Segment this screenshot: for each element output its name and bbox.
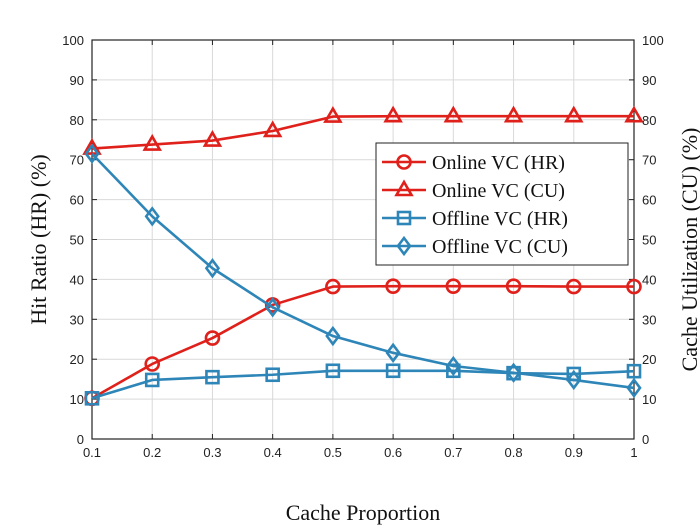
data-point bbox=[82, 137, 102, 155]
legend-item: Offline VC (HR) bbox=[382, 208, 568, 230]
plot-frame bbox=[91, 39, 635, 440]
data-point bbox=[566, 369, 582, 391]
y-tick-label: 60 bbox=[70, 193, 84, 208]
data-point bbox=[323, 106, 343, 123]
data-point bbox=[325, 325, 341, 347]
y2-tick-label: 20 bbox=[642, 352, 656, 367]
legend-label: Online VC (HR) bbox=[432, 152, 565, 174]
y2-tick-label: 90 bbox=[642, 73, 656, 88]
data-point bbox=[565, 278, 582, 295]
data-point bbox=[385, 363, 401, 379]
data-point bbox=[626, 278, 642, 295]
x-axis-title: Cache Proportion bbox=[286, 500, 441, 525]
x-tick-label: 0.4 bbox=[264, 445, 282, 460]
y-tick-label: 30 bbox=[70, 312, 84, 327]
y2-tick-label: 60 bbox=[642, 193, 656, 208]
x-tick-label: 0.9 bbox=[565, 445, 583, 460]
x-tick-label: 0.2 bbox=[143, 445, 161, 460]
data-point bbox=[144, 372, 160, 388]
data-point bbox=[383, 105, 403, 123]
series-offline-vc-hr bbox=[84, 363, 642, 406]
y-tick-label: 70 bbox=[70, 153, 84, 168]
legend: Online VC (HR) Online VC (CU) Offline VC (… bbox=[375, 142, 629, 266]
legend-label: Online VC (CU) bbox=[432, 180, 565, 202]
y-tick-label: 20 bbox=[70, 352, 84, 367]
data-point bbox=[202, 129, 223, 147]
series-online-vc-hr bbox=[84, 278, 642, 407]
data-point bbox=[144, 356, 161, 372]
data-point bbox=[265, 297, 281, 318]
legend-box bbox=[375, 142, 629, 266]
data-point bbox=[505, 278, 522, 294]
data-point bbox=[265, 367, 280, 383]
legend-marker bbox=[394, 179, 414, 197]
legend-item: Offline VC (CU) bbox=[382, 235, 568, 258]
x-tick-label: 0.7 bbox=[444, 445, 462, 460]
data-point bbox=[564, 105, 584, 123]
y-tick-label: 90 bbox=[70, 73, 84, 88]
x-tick-label: 0.3 bbox=[203, 445, 221, 460]
data-point bbox=[503, 105, 524, 123]
y-tick-label: 40 bbox=[70, 272, 84, 287]
y2-tick-label: 100 bbox=[642, 33, 664, 48]
y-tick-label: 10 bbox=[70, 392, 84, 407]
data-point bbox=[262, 120, 283, 138]
y2-axis-title: Cache Utilization (CU) (%) bbox=[677, 128, 700, 372]
legend-item: Online VC (HR) bbox=[382, 152, 565, 174]
x-tick-label: 0.8 bbox=[505, 445, 523, 460]
y2-tick-label: 70 bbox=[642, 153, 656, 168]
y-tick-label: 50 bbox=[70, 233, 84, 248]
data-point bbox=[205, 369, 220, 385]
data-point bbox=[445, 355, 461, 377]
data-point bbox=[626, 363, 642, 379]
legend-label: Offline VC (HR) bbox=[432, 208, 568, 230]
legend-marker bbox=[396, 210, 412, 226]
x-tick-label: 1 bbox=[630, 445, 637, 460]
y-tick-label: 0 bbox=[77, 432, 84, 447]
data-point bbox=[443, 105, 464, 123]
series-line bbox=[91, 152, 635, 390]
data-point bbox=[385, 278, 401, 294]
series-group bbox=[82, 105, 644, 407]
data-point bbox=[325, 278, 341, 295]
y-tick-label: 100 bbox=[62, 33, 84, 48]
series-offline-vc-cu bbox=[84, 143, 642, 399]
y2-tick-label: 50 bbox=[642, 233, 656, 248]
x-tick-label: 0.5 bbox=[324, 445, 342, 460]
data-point bbox=[445, 278, 462, 294]
y2-tick-label: 30 bbox=[642, 312, 656, 327]
legend-marker bbox=[396, 235, 412, 257]
x-tick-label: 0.6 bbox=[384, 445, 402, 460]
data-point bbox=[142, 133, 162, 151]
legend-item: Online VC (CU) bbox=[382, 179, 565, 202]
data-point bbox=[84, 143, 100, 164]
series-line bbox=[91, 284, 634, 400]
data-point bbox=[144, 206, 160, 227]
y-tick-label: 80 bbox=[70, 113, 84, 128]
y2-tick-label: 80 bbox=[642, 113, 656, 128]
y-axis-title: Hit Ratio (HR) (%) bbox=[26, 154, 51, 324]
data-point bbox=[624, 105, 644, 123]
y2-tick-label: 0 bbox=[642, 432, 649, 447]
data-point bbox=[385, 342, 401, 363]
series-line bbox=[91, 114, 634, 150]
data-point bbox=[204, 330, 221, 346]
data-point bbox=[505, 362, 522, 383]
series-online-vc-cu bbox=[82, 105, 644, 155]
data-point bbox=[204, 258, 221, 279]
legend-marker bbox=[396, 154, 412, 170]
data-point bbox=[626, 377, 642, 399]
legend-label: Offline VC (CU) bbox=[432, 236, 568, 258]
y2-tick-label: 10 bbox=[642, 392, 656, 407]
series-line bbox=[91, 369, 635, 400]
y2-tick-label: 40 bbox=[642, 272, 656, 287]
data-point bbox=[325, 363, 341, 379]
x-tick-label: 0.1 bbox=[83, 445, 101, 460]
data-point bbox=[84, 391, 100, 406]
